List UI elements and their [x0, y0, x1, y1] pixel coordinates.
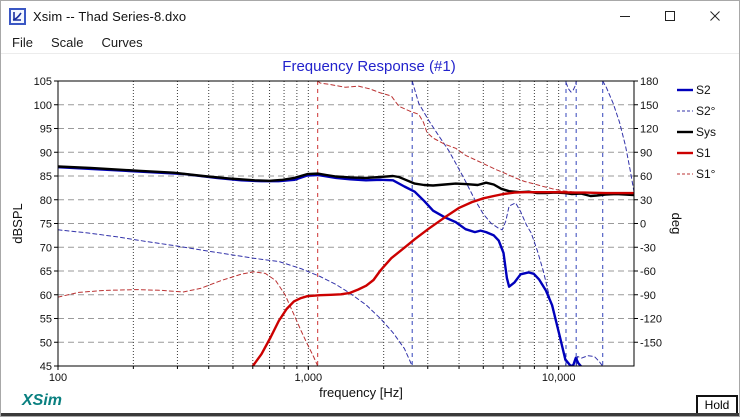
legend-label: S2	[696, 83, 711, 97]
deg-tick-label: 30	[640, 195, 652, 207]
menu-scale[interactable]: Scale	[50, 34, 84, 50]
spl-tick-label: 85	[40, 171, 52, 183]
right-axis: 180 150 120 90 60 30 0 -30 -60 -90 -120 -150 deg	[634, 76, 684, 349]
freq-tick-label: 10,000	[542, 372, 576, 384]
spl-tick-label: 65	[40, 266, 52, 278]
curve-s1-deg	[317, 81, 634, 196]
curve-s2-deg	[565, 81, 577, 93]
curve-s2	[58, 165, 582, 366]
window-bottom-edge	[1, 413, 739, 416]
window-controls	[602, 1, 737, 31]
legend-item-s2-deg: S2°	[677, 104, 716, 118]
spl-tick-label: 45	[40, 361, 52, 373]
legend-label: S1	[696, 146, 711, 160]
curve-s2-deg	[411, 81, 567, 366]
freq-tick-label: 1,000	[295, 372, 323, 384]
spl-tick-label: 75	[40, 219, 52, 231]
freq-tick-label: 100	[49, 372, 67, 384]
menu-file[interactable]: File	[12, 34, 33, 50]
left-axis: 105 100 95 90 85 80 75 70 65 60 55 50 45 dBSPL	[10, 76, 58, 373]
maximize-icon	[664, 11, 675, 21]
close-button[interactable]	[692, 1, 737, 31]
deg-tick-label: -60	[640, 266, 656, 278]
menu-bar: File Scale Curves	[1, 31, 739, 54]
deg-tick-label: 120	[640, 124, 658, 136]
maximize-button[interactable]	[647, 1, 692, 31]
legend: S2 S2° Sys S1 S1°	[677, 83, 716, 181]
spl-tick-label: 105	[34, 76, 52, 88]
legend-item-sys: Sys	[677, 125, 716, 139]
minimize-icon	[619, 16, 630, 17]
spl-tick-label: 90	[40, 147, 52, 159]
curve-s2-deg	[575, 355, 604, 366]
phase-wrap-lines	[317, 81, 604, 366]
vertical-gridlines	[132, 81, 560, 366]
right-axis-title: deg	[669, 213, 684, 235]
deg-tick-label: -150	[640, 337, 662, 349]
legend-label: S2°	[696, 104, 716, 118]
curves	[58, 81, 634, 366]
x-axis-title: frequency [Hz]	[319, 385, 403, 400]
deg-tick-label: 0	[640, 219, 646, 231]
horizontal-gridlines	[58, 104, 634, 343]
menu-curves[interactable]: Curves	[101, 34, 143, 50]
deg-tick-label: 150	[640, 100, 658, 112]
deg-tick-label: 180	[640, 76, 658, 88]
spl-tick-label: 80	[40, 195, 52, 207]
minimize-button[interactable]	[602, 1, 647, 31]
spl-tick-label: 55	[40, 314, 52, 326]
hold-button[interactable]: Hold	[696, 395, 738, 415]
curve-s1-deg	[58, 271, 319, 366]
curve-sys	[58, 165, 634, 198]
curve-s2-deg	[58, 229, 413, 366]
deg-tick-label: 60	[640, 171, 652, 183]
spl-tick-label: 95	[40, 124, 52, 136]
spl-tick-label: 70	[40, 242, 52, 254]
deg-tick-label: 90	[640, 147, 652, 159]
legend-item-s1: S1	[677, 146, 711, 160]
window-title: Xsim -- Thad Series-8.dxo	[33, 8, 187, 24]
left-axis-title: dBSPL	[10, 203, 25, 243]
xsim-logo: XSim	[22, 392, 63, 409]
close-icon	[709, 11, 720, 21]
curve-s1	[251, 190, 634, 366]
chart-title: Frequency Response (#1)	[282, 58, 455, 75]
xsim-app-icon	[9, 7, 26, 25]
spl-tick-label: 100	[34, 100, 52, 112]
spl-tick-label: 50	[40, 337, 52, 349]
legend-label: S1°	[696, 167, 716, 181]
deg-tick-label: -30	[640, 242, 656, 254]
deg-tick-label: -120	[640, 314, 662, 326]
title-bar: Xsim -- Thad Series-8.dxo	[1, 1, 739, 31]
plot-border	[57, 80, 635, 367]
legend-item-s1-deg: S1°	[677, 167, 716, 181]
x-axis: 100 1,000 10,000 frequency [Hz]	[49, 366, 576, 400]
legend-item-s2: S2	[677, 83, 711, 97]
legend-label: Sys	[696, 125, 716, 139]
deg-tick-label: -90	[640, 290, 656, 302]
spl-tick-label: 60	[40, 290, 52, 302]
curve-s2-deg	[602, 81, 634, 193]
